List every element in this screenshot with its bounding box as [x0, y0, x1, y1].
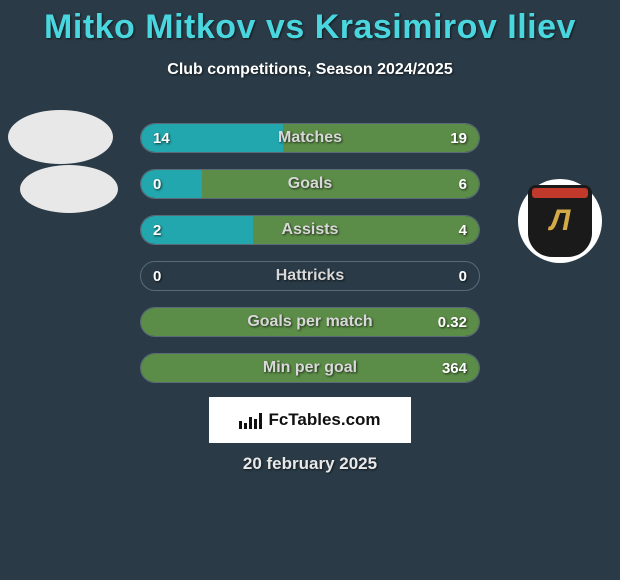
player2-name: Krasimirov Iliev: [315, 8, 576, 46]
stat-row: 0 6Goals: [140, 169, 480, 199]
bar-chart-icon: [239, 411, 262, 429]
stat-value-right: 364: [442, 354, 467, 382]
stat-row: 2 4Assists: [140, 215, 480, 245]
stat-row: 14 19Matches: [140, 123, 480, 153]
subtitle: Club competitions, Season 2024/2025: [0, 61, 620, 79]
brand-box[interactable]: FcTables.com: [209, 397, 411, 443]
stat-label: Goals per match: [141, 308, 479, 336]
brand-text: FcTables.com: [268, 410, 380, 430]
stat-label: Hattricks: [141, 262, 479, 290]
stats-container: 1419Matches06Goals24Assists00Hattricks0.…: [140, 123, 480, 399]
player1-name: Mitko Mitkov: [44, 8, 256, 46]
stat-row: 364Min per goal: [140, 353, 480, 383]
stat-value-left: 2: [153, 216, 161, 244]
vs-text: vs: [266, 8, 305, 46]
stat-value-left: 0: [153, 262, 161, 290]
stat-row: 0 0Hattricks: [140, 261, 480, 291]
player1-club-placeholder: [20, 165, 118, 213]
stat-label: Min per goal: [141, 354, 479, 382]
stat-value-right: 6: [459, 170, 467, 198]
stat-value-right: 0: [459, 262, 467, 290]
stat-value-right: 19: [450, 124, 467, 152]
stat-value-left: 14: [153, 124, 170, 152]
stat-value-right: 4: [459, 216, 467, 244]
date-label: 20 february 2025: [0, 454, 620, 474]
page-title: Mitko Mitkov vs Krasimirov Iliev: [0, 0, 620, 47]
stat-value-right: 0.32: [438, 308, 467, 336]
lokomotiv-shield-icon: [528, 185, 592, 257]
stat-value-left: 0: [153, 170, 161, 198]
stat-label: Goals: [141, 170, 479, 198]
player1-avatar-placeholder: [8, 110, 113, 164]
stat-row: 0.32Goals per match: [140, 307, 480, 337]
player2-club-logo: [518, 179, 602, 263]
stat-label: Assists: [141, 216, 479, 244]
stat-label: Matches: [141, 124, 479, 152]
